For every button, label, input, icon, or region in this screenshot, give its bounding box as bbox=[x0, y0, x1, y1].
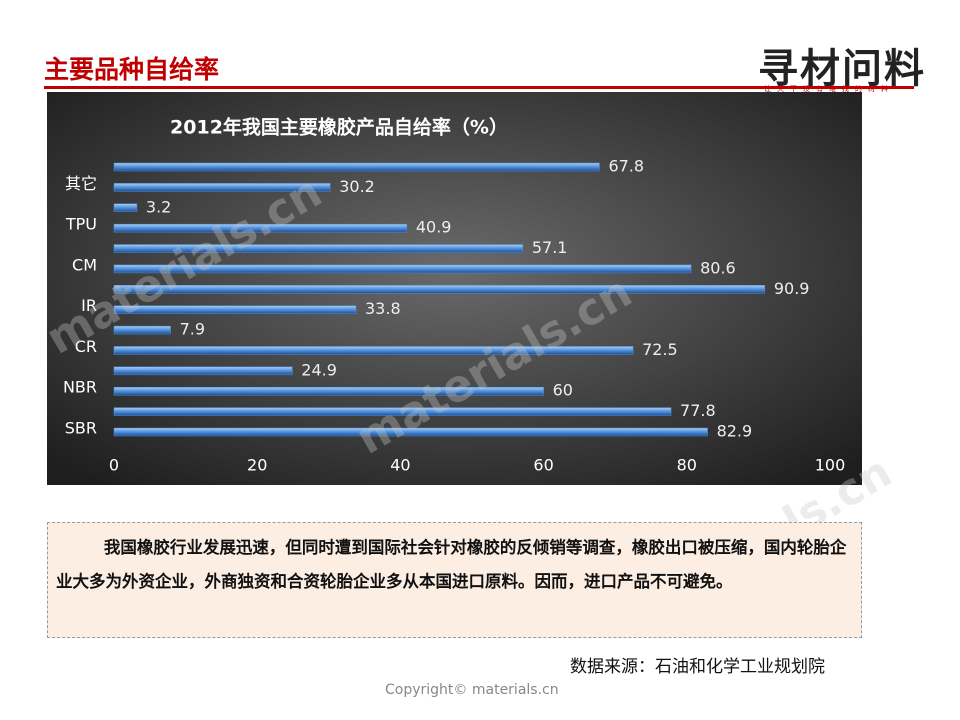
y-tick-label: CR bbox=[75, 337, 97, 356]
value-label: 72.5 bbox=[642, 340, 678, 359]
x-tick-label: 100 bbox=[815, 456, 846, 475]
value-label: 60 bbox=[553, 381, 573, 400]
title-rule bbox=[44, 86, 914, 89]
y-tick-label: 其它 bbox=[65, 174, 97, 193]
y-tick-label: CM bbox=[72, 255, 97, 274]
text-box: 我国橡胶行业发展迅速，但同时遭到国际社会针对橡胶的反倾销等调查，橡胶出口被压缩，… bbox=[47, 522, 862, 638]
value-label: 40.9 bbox=[416, 218, 452, 237]
bar bbox=[113, 305, 357, 314]
value-label: 30.2 bbox=[339, 177, 375, 196]
x-tick-label: 80 bbox=[677, 456, 697, 475]
bar bbox=[113, 183, 331, 192]
bar bbox=[113, 162, 600, 172]
bar bbox=[113, 244, 524, 253]
x-tick-label: 20 bbox=[247, 456, 267, 475]
bar bbox=[113, 223, 408, 233]
x-tick-label: 0 bbox=[109, 456, 119, 475]
bar bbox=[113, 346, 634, 355]
value-label: 77.8 bbox=[680, 401, 716, 420]
x-tick-label: 40 bbox=[390, 456, 410, 475]
copyright: Copyright© materials.cn bbox=[385, 682, 559, 698]
logo-tagline: 让天下没有难找的材料 bbox=[764, 85, 894, 93]
y-tick-label: NBR bbox=[63, 378, 97, 397]
y-tick-label: TPU bbox=[65, 215, 97, 234]
bar bbox=[113, 285, 766, 294]
value-label: 3.2 bbox=[146, 197, 171, 216]
chart-title: 2012年我国主要橡胶产品自给率（%） bbox=[170, 116, 508, 139]
y-tick-label: IR bbox=[81, 296, 97, 315]
value-label: 90.9 bbox=[774, 279, 810, 298]
bar bbox=[113, 203, 138, 213]
value-label: 33.8 bbox=[365, 299, 401, 318]
bar bbox=[113, 366, 293, 376]
value-label: 57.1 bbox=[532, 238, 568, 257]
value-label: 7.9 bbox=[180, 320, 205, 339]
y-tick-label: SBR bbox=[65, 419, 97, 438]
value-label: 80.6 bbox=[700, 258, 736, 277]
value-label: 24.9 bbox=[301, 360, 337, 379]
bar bbox=[113, 386, 544, 396]
slide-title: 主要品种自给率 bbox=[44, 55, 220, 84]
logo: 寻材问料 bbox=[758, 45, 926, 92]
bar bbox=[113, 325, 171, 335]
bar bbox=[113, 264, 692, 274]
bar bbox=[113, 427, 708, 437]
value-label: 82.9 bbox=[717, 422, 753, 441]
bar bbox=[113, 407, 672, 416]
source: 数据来源：石油和化学工业规划院 bbox=[570, 657, 825, 677]
x-tick-label: 60 bbox=[533, 456, 553, 475]
value-label: 67.8 bbox=[608, 157, 644, 176]
